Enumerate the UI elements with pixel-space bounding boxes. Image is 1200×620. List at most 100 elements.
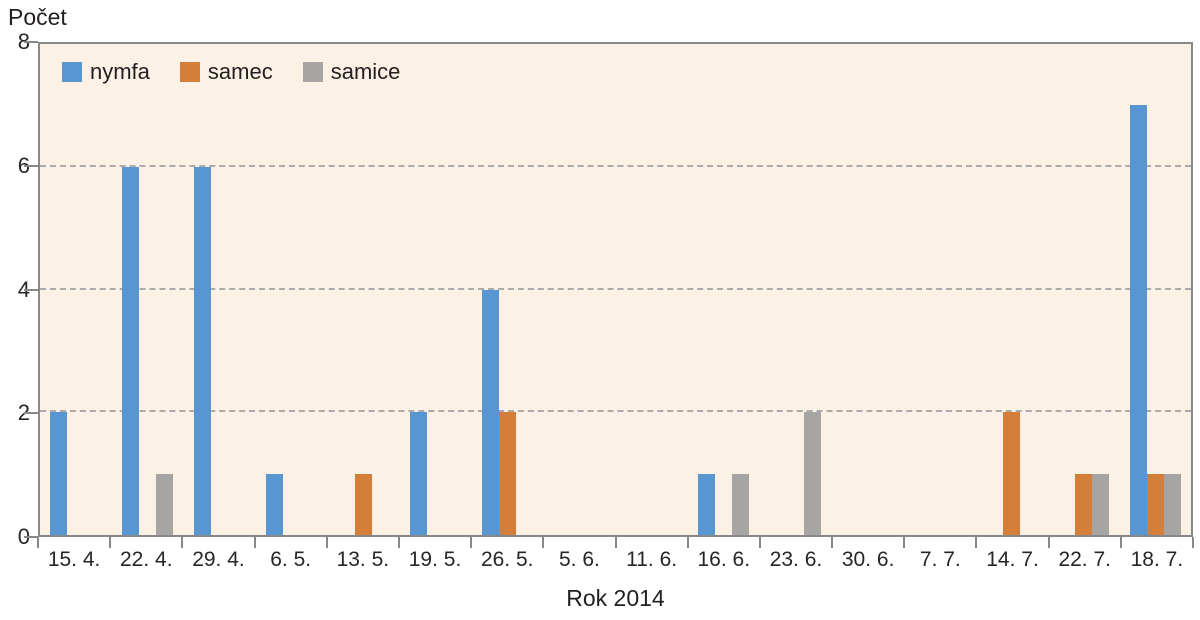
- bar-samec: [499, 412, 517, 535]
- bar-slot-samec: [787, 44, 804, 535]
- y-axis-title: Počet: [8, 4, 67, 30]
- bar-nymfa: [122, 166, 140, 535]
- bar-samec: [1074, 473, 1092, 535]
- category-column: [687, 44, 759, 535]
- plot-area: nymfa samec samice: [38, 42, 1193, 537]
- bar-slot-samice: [300, 44, 317, 535]
- y-tick-mark: [24, 164, 38, 167]
- legend-item-nymfa: nymfa: [62, 59, 150, 85]
- bar-slot-samice: [1163, 44, 1181, 535]
- bar-slot-samec: [427, 44, 444, 535]
- bar-slot-samec: [715, 44, 732, 535]
- bar-slot-nymfa: [1129, 44, 1147, 535]
- bar-slot-samec: [1146, 44, 1164, 535]
- bar-slot-nymfa: [266, 44, 284, 535]
- x-tick-mark: [686, 537, 689, 548]
- bar-slot-nymfa: [122, 44, 140, 535]
- x-tick-label: 13. 5.: [336, 548, 390, 571]
- legend-swatch-samice: [302, 62, 323, 82]
- bar-slot-samice: [803, 44, 821, 535]
- x-tick-label: 6. 5.: [270, 548, 312, 571]
- x-tick-label: 11. 6.: [626, 548, 678, 571]
- bar-slot-samec: [643, 44, 660, 535]
- x-tick-label: 19. 5.: [408, 548, 462, 571]
- bar-samice: [1091, 473, 1109, 535]
- bar-samec: [1146, 473, 1164, 535]
- legend-label: samec: [207, 59, 273, 84]
- x-tick-label: 5. 6.: [558, 548, 600, 571]
- bar-slot-samec: [1002, 44, 1020, 535]
- bar-slot-nymfa: [770, 44, 787, 535]
- category-column: [1119, 44, 1191, 535]
- bar-slot-nymfa: [626, 44, 643, 535]
- bar-slot-samice: [516, 44, 533, 535]
- bar-slot-nymfa: [482, 44, 500, 535]
- y-tick-mark: [24, 288, 38, 291]
- legend-item-samec: samec: [179, 59, 273, 85]
- bar-slot-nymfa: [50, 44, 68, 535]
- x-tick-label: 16. 6.: [697, 548, 751, 571]
- bar-slot-samice: [948, 44, 965, 535]
- bar-slot-nymfa: [697, 44, 715, 535]
- bar-nymfa: [266, 473, 284, 535]
- category-column: [400, 44, 472, 535]
- x-tick-label: 7. 7.: [919, 548, 961, 571]
- bar-samice: [1163, 473, 1181, 535]
- bar-nymfa: [50, 412, 68, 535]
- y-tick-mark: [24, 536, 38, 538]
- bar-slot-samice: [1020, 44, 1037, 535]
- legend-swatch-nymfa: [62, 62, 82, 82]
- category-column: [112, 44, 184, 535]
- bar-samec: [1002, 412, 1020, 535]
- bar-slot-nymfa: [986, 44, 1003, 535]
- x-tick-mark: [253, 537, 256, 548]
- category-column: [616, 44, 688, 535]
- bar-slot-samice: [1091, 44, 1109, 535]
- x-tick-mark: [1192, 537, 1194, 548]
- x-tick-mark: [181, 537, 184, 548]
- y-tick-label: 4: [17, 276, 30, 302]
- category-column: [903, 44, 975, 535]
- x-tick-mark: [109, 537, 112, 548]
- bar-samice: [156, 473, 174, 535]
- bar-slot-samec: [355, 44, 373, 535]
- bar-slot-samec: [283, 44, 300, 535]
- x-tick-mark: [831, 537, 834, 548]
- y-tick-label: 0: [17, 524, 30, 549]
- x-tick-label: 22. 4.: [120, 548, 173, 571]
- bar-nymfa: [194, 166, 212, 535]
- x-tick-mark: [325, 537, 328, 548]
- x-tick-mark: [758, 537, 761, 548]
- y-tick-label: 2: [17, 400, 30, 426]
- x-tick-label: 22. 7.: [1058, 548, 1111, 571]
- bar-slot-nymfa: [554, 44, 571, 535]
- x-tick-label: 23. 6.: [769, 548, 823, 571]
- gridline-6: [40, 164, 1191, 167]
- y-tick-mark: [24, 412, 38, 415]
- gridline-4: [40, 287, 1191, 290]
- bar-slot-nymfa: [1058, 44, 1075, 535]
- category-column: [472, 44, 544, 535]
- bar-slot-samec: [859, 44, 876, 535]
- legend-item-samice: samice: [302, 59, 400, 85]
- category-column: [975, 44, 1047, 535]
- x-tick-label: 15. 4.: [47, 548, 101, 571]
- x-tick-mark: [1047, 537, 1050, 548]
- category-column: [256, 44, 328, 535]
- x-tick-label: 29. 4.: [192, 548, 245, 571]
- bar-samice: [731, 473, 749, 535]
- legend: nymfa samec samice: [62, 59, 400, 85]
- category-column: [544, 44, 616, 535]
- y-tick-mark: [24, 41, 38, 43]
- bar-nymfa: [410, 412, 428, 535]
- bar-slot-nymfa: [914, 44, 931, 535]
- bar-slot-samec: [211, 44, 228, 535]
- x-axis-labels: 15. 4. 22. 4. 29. 4. 6. 5. 13. 5. 19. 5. 26. 5…: [38, 548, 1193, 572]
- x-tick-mark: [903, 537, 906, 548]
- y-tick-label: 8: [17, 29, 30, 54]
- bar-slot-nymfa: [338, 44, 355, 535]
- bar-slot-samice: [731, 44, 749, 535]
- bar-slot-samec: [499, 44, 517, 535]
- bar-nymfa: [1129, 105, 1147, 535]
